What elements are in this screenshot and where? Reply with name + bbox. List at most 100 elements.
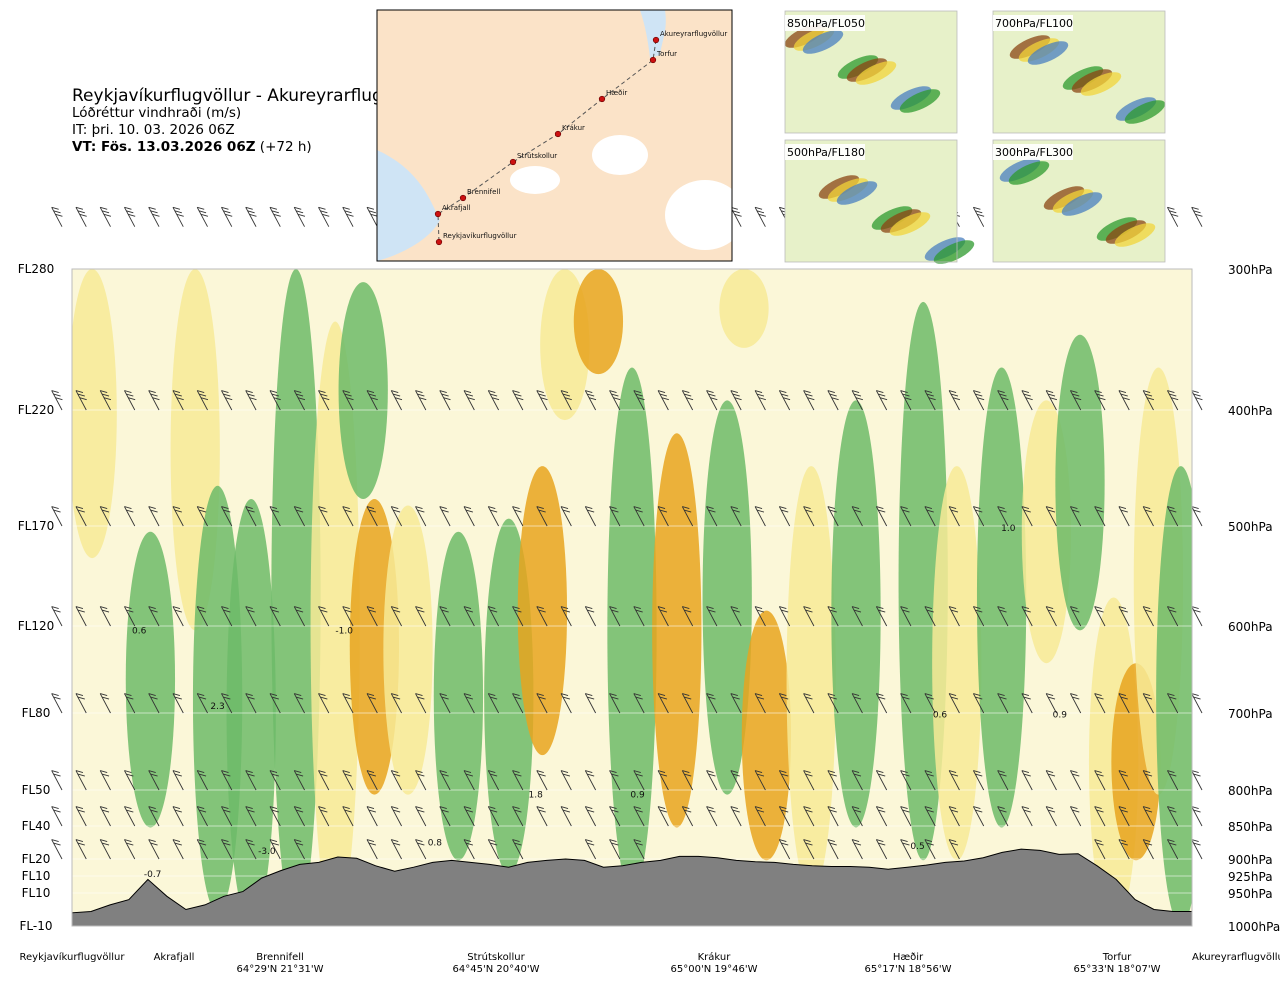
field-blob <box>932 466 982 861</box>
wind-barb <box>900 839 912 860</box>
station-coord: 64°29'N 21°31'W <box>237 964 324 975</box>
field-blob <box>383 505 433 795</box>
wind-barb <box>512 390 524 411</box>
fl-tick-label: FL40 <box>22 819 51 833</box>
field-blob <box>719 269 769 348</box>
wind-barb <box>827 693 839 714</box>
wind-barb <box>1191 206 1203 227</box>
wind-barb <box>99 770 111 791</box>
wind-barb <box>1069 606 1082 627</box>
map-fjord <box>640 10 666 58</box>
wind-barb <box>221 693 233 714</box>
wind-barb <box>972 806 985 827</box>
wind-barb <box>1118 606 1130 627</box>
level-thumbnail: 500hPa/FL180 <box>784 139 975 264</box>
valid-offset: (+72 h) <box>255 139 312 155</box>
wind-barb <box>609 806 621 827</box>
wind-barb <box>851 770 863 791</box>
wind-barb <box>390 839 402 860</box>
wind-barb <box>1045 770 1057 791</box>
wind-barb <box>51 806 63 827</box>
wind-barb <box>875 770 888 791</box>
extrema-labels: 0.6 -0.7 2.3 -3.0 -1.0 0.8 1.8 0.9 1.0 0.6 0.9 0.5 <box>132 524 1067 880</box>
wind-barb <box>754 806 766 827</box>
wind-barb <box>318 806 330 827</box>
wind-barb <box>972 770 985 791</box>
flight-level-axis: FL280 FL220 FL170 FL120 FL80 FL50 FL40 FL20 FL10… <box>18 262 55 933</box>
wind-barb <box>948 806 960 827</box>
wind-barb <box>293 506 305 527</box>
variable-subtitle: Lóðréttur vindhraði (m/s) <box>72 105 242 121</box>
wind-barb <box>245 506 257 527</box>
field-blob <box>741 610 792 861</box>
fl-tick-label: FL220 <box>18 403 55 417</box>
wind-barb <box>1142 770 1154 791</box>
wind-barb <box>1191 390 1203 411</box>
wind-barb <box>293 606 305 627</box>
wind-barb <box>269 606 281 627</box>
wind-barb <box>778 390 791 411</box>
wind-barb <box>584 770 597 791</box>
wind-barb <box>657 506 669 527</box>
wind-barb <box>463 506 475 527</box>
wind-barb <box>293 839 305 860</box>
wind-barb <box>754 506 766 527</box>
wind-barb <box>512 839 524 860</box>
wind-barb <box>51 770 63 791</box>
wind-barb <box>245 606 257 627</box>
extremum-label: 0.9 <box>630 790 645 800</box>
wind-barb <box>75 390 87 411</box>
field-blob <box>1055 334 1105 631</box>
wind-barb <box>706 693 718 714</box>
wind-barb <box>584 806 597 827</box>
issue-time: IT: þri. 10. 03. 2026 06Z <box>72 122 235 138</box>
wind-barb <box>439 806 451 827</box>
wind-barb <box>681 606 694 627</box>
wind-barb <box>196 693 208 714</box>
wind-barb <box>560 506 572 527</box>
wind-barb <box>730 606 742 627</box>
pressure-tick-label: 800hPa <box>1228 784 1273 798</box>
wind-barb <box>997 606 1009 627</box>
wind-barb <box>1191 839 1203 860</box>
wind-barb <box>536 606 548 627</box>
wind-barb <box>439 606 451 627</box>
wind-barb <box>536 806 548 827</box>
wind-barb <box>1142 839 1154 860</box>
wind-barb <box>924 606 936 627</box>
wind-barb <box>1118 806 1130 827</box>
wind-barb <box>754 390 766 411</box>
level-thumbnail: 850hPa/FL050 <box>784 10 958 134</box>
extremum-label: 0.6 <box>132 626 147 636</box>
map-waypoint-marker <box>509 158 517 166</box>
wind-barb <box>148 693 160 714</box>
map-frame <box>376 9 733 262</box>
wind-barb <box>924 693 936 714</box>
map-sea <box>377 150 440 261</box>
extremum-label: 0.5 <box>910 842 924 852</box>
wind-barb <box>1094 770 1106 791</box>
wind-barb <box>439 506 451 527</box>
wind-barb <box>75 839 87 860</box>
wind-barb <box>924 506 936 527</box>
map-waypoint-label: Akrafjall <box>442 204 471 212</box>
station-name: Torfur <box>1102 952 1132 963</box>
wind-barb <box>1021 606 1033 627</box>
wind-barb <box>827 390 839 411</box>
wind-barb <box>342 806 354 827</box>
wind-barb <box>342 770 354 791</box>
fl-tick-label: FL170 <box>18 519 55 533</box>
wind-barb <box>778 693 791 714</box>
wind-barb <box>706 390 718 411</box>
map-route-line <box>437 39 657 243</box>
wind-barb <box>366 206 378 227</box>
wind-barb <box>1045 606 1057 627</box>
wind-barb <box>584 390 597 411</box>
wind-barb <box>148 506 160 527</box>
wind-barb <box>1069 506 1082 527</box>
plot-frame <box>71 268 1193 927</box>
wind-barb <box>172 206 184 227</box>
wind-barb <box>730 206 742 227</box>
station-name: Reykjavíkurflugvöllur <box>20 951 126 963</box>
wind-barb <box>439 770 451 791</box>
